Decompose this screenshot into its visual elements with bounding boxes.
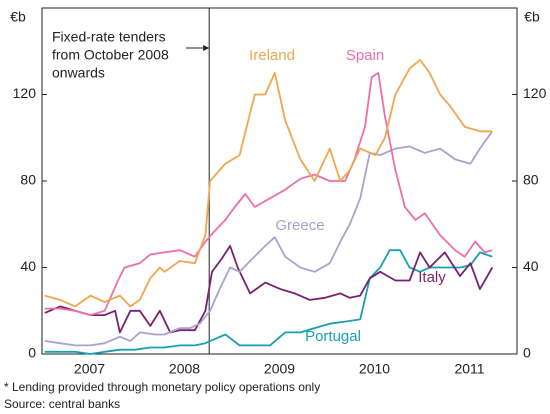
series-line <box>44 59 493 308</box>
footnote: * Lending provided through monetary poli… <box>4 380 320 394</box>
annotation-text: from October 2008 <box>52 47 169 63</box>
y-tick-label-right: 80 <box>523 172 539 188</box>
x-tick-label: 2011 <box>454 361 484 377</box>
y-unit-right: €b <box>524 9 540 25</box>
y-tick-label: 80 <box>20 172 36 188</box>
annotation-text: onwards <box>52 65 105 81</box>
series-line <box>44 249 493 355</box>
y-tick-label: 120 <box>13 85 37 101</box>
series-label: Ireland <box>249 47 295 64</box>
y-tick-label-right: 0 <box>523 345 531 361</box>
x-tick-label: 2009 <box>264 361 295 377</box>
y-tick-label: 40 <box>20 258 36 274</box>
y-tick-label: 0 <box>28 345 36 361</box>
x-tick-label: 2010 <box>359 361 390 377</box>
y-unit-left: €b <box>10 9 26 25</box>
series-line <box>44 245 494 334</box>
annotation-text: Fixed-rate tenders <box>52 29 166 45</box>
y-tick-label-right: 120 <box>523 85 547 101</box>
series-label: Portugal <box>305 328 361 345</box>
x-tick-label: 2007 <box>74 361 105 377</box>
source: Source: central banks <box>4 397 120 411</box>
series-label: Italy <box>418 269 446 286</box>
series-line <box>44 130 494 347</box>
y-tick-label-right: 40 <box>523 258 539 274</box>
x-tick-label: 2008 <box>169 361 200 377</box>
series-label: Greece <box>275 217 324 234</box>
series-line <box>44 72 493 316</box>
series-label: Spain <box>346 47 384 64</box>
